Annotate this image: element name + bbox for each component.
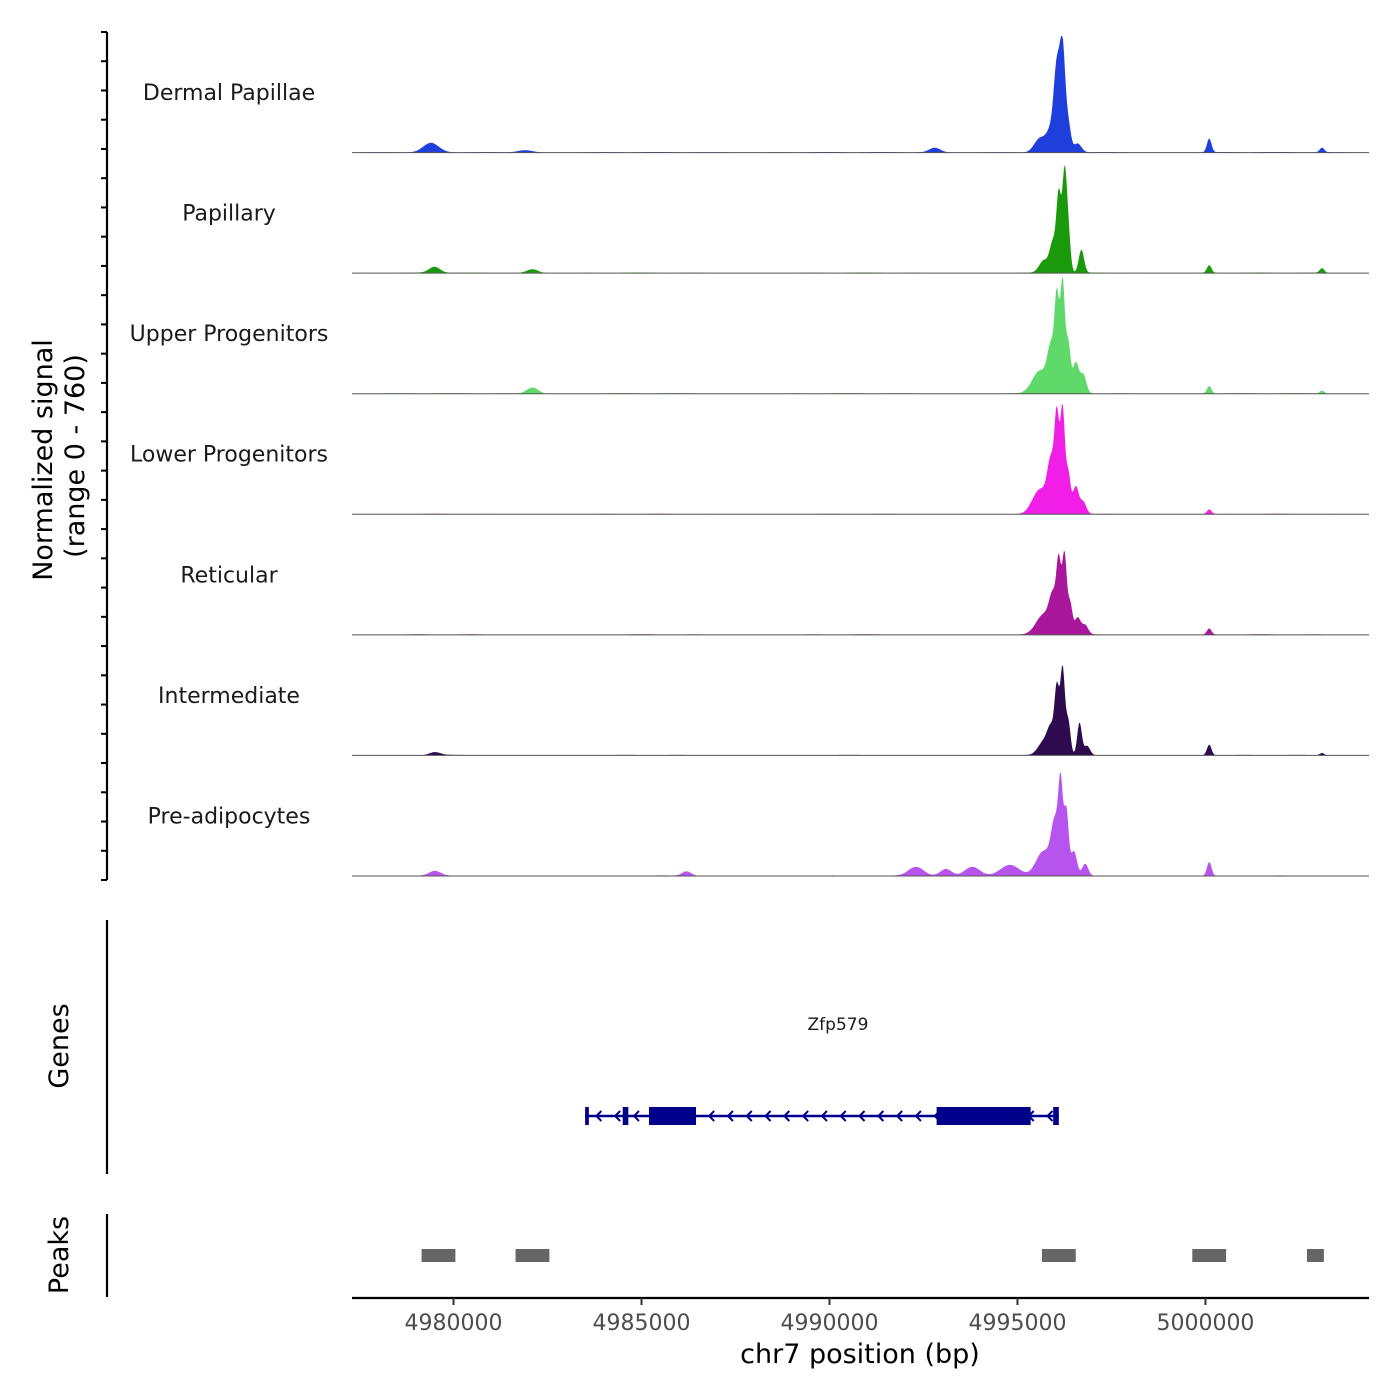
- gene-exon: [622, 1107, 629, 1125]
- x-tick-label: 5000000: [1156, 1311, 1254, 1336]
- gene-track: Zfp579: [585, 1015, 1059, 1125]
- track-papillary: Papillary: [182, 164, 1369, 274]
- signal-area: [352, 772, 1369, 876]
- peak-region: [515, 1249, 550, 1262]
- track-dermal-papillae: Dermal Papillae: [143, 36, 1369, 154]
- strand-arrow: [764, 1110, 772, 1122]
- strand-arrow: [839, 1110, 847, 1122]
- gene-exon: [649, 1107, 697, 1125]
- track-reticular: Reticular: [180, 550, 1369, 636]
- track-label: Dermal Papillae: [143, 81, 315, 106]
- peak-region: [421, 1249, 456, 1262]
- gene-exon: [936, 1107, 1031, 1125]
- signal-area: [352, 403, 1369, 515]
- strand-arrow: [858, 1110, 866, 1122]
- coverage-tracks: Dermal Papillae Papillary Upper Progenitor…: [130, 36, 1369, 877]
- track-label: Lower Progenitors: [130, 443, 328, 468]
- strand-arrow: [707, 1110, 715, 1122]
- y-axis-title: Normalized signal: [28, 339, 59, 581]
- y-axis-title-range: (range 0 - 760): [60, 354, 91, 558]
- strand-arrow: [632, 1110, 640, 1122]
- x-tick-label: 4995000: [968, 1311, 1066, 1336]
- strand-arrow: [914, 1110, 922, 1122]
- track-upper-progenitors: Upper Progenitors: [130, 277, 1369, 395]
- x-axis-title: chr7 position (bp): [740, 1339, 980, 1370]
- x-axis-ticks: 4980000 4985000 4990000 4995000 5000000: [405, 1298, 1254, 1336]
- strand-arrow: [745, 1110, 753, 1122]
- strand-arrow: [782, 1110, 791, 1122]
- peak-region: [1041, 1249, 1076, 1262]
- strand-arrow: [594, 1110, 603, 1122]
- gene-exon: [1053, 1107, 1059, 1125]
- coverage-y-ticks: [101, 31, 107, 881]
- peaks-axis-title: Peaks: [44, 1216, 75, 1294]
- peak-track: [421, 1249, 1324, 1262]
- signal-area: [352, 550, 1369, 635]
- strand-arrow: [820, 1110, 828, 1122]
- peak-region: [1192, 1249, 1227, 1262]
- track-lower-progenitors: Lower Progenitors: [130, 403, 1369, 515]
- track-label: Pre-adipocytes: [148, 804, 311, 829]
- x-tick-label: 4985000: [593, 1311, 691, 1336]
- track-label: Intermediate: [158, 684, 300, 709]
- strand-arrow: [801, 1110, 809, 1122]
- peak-region: [1306, 1249, 1324, 1262]
- genes-axis-title: Genes: [44, 1003, 75, 1088]
- track-label: Upper Progenitors: [130, 322, 329, 347]
- strand-arrow: [1046, 1110, 1054, 1122]
- signal-area: [352, 665, 1369, 756]
- strand-arrow: [876, 1110, 885, 1122]
- signal-area: [352, 277, 1369, 394]
- strand-arrow: [895, 1110, 903, 1122]
- signal-area: [352, 164, 1369, 274]
- track-label: Reticular: [180, 563, 278, 588]
- x-tick-label: 4980000: [405, 1311, 503, 1336]
- strand-arrow: [726, 1110, 734, 1122]
- signal-area: [352, 36, 1369, 153]
- gene-label: Zfp579: [808, 1015, 869, 1035]
- track-pre-adipocytes: Pre-adipocytes: [148, 772, 1369, 877]
- track-label: Papillary: [182, 202, 276, 227]
- x-tick-label: 4990000: [780, 1311, 878, 1336]
- gene-exon: [585, 1107, 589, 1125]
- strand-arrow: [613, 1110, 621, 1122]
- track-intermediate: Intermediate: [158, 665, 1369, 756]
